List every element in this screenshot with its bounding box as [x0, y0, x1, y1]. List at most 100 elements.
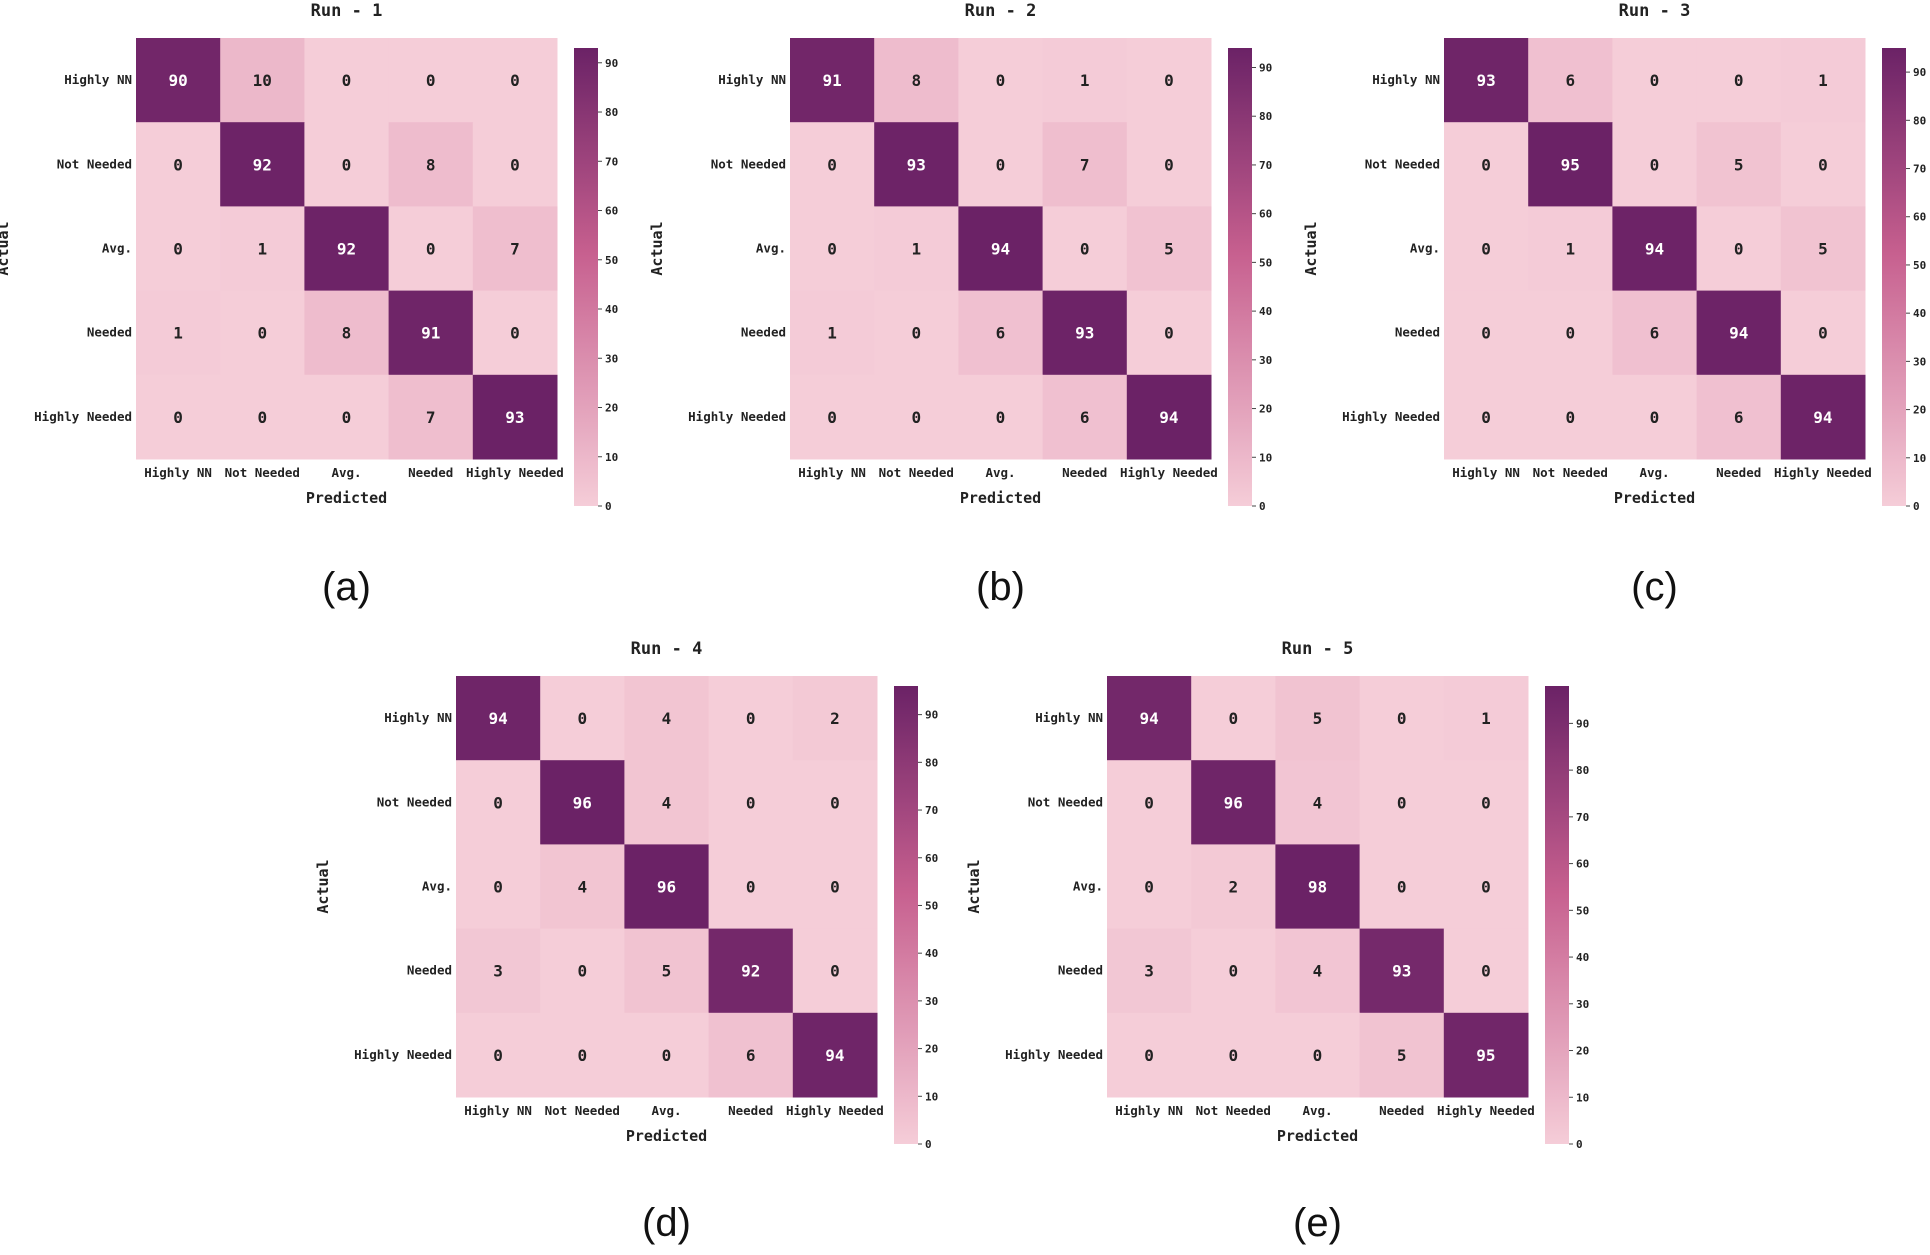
heatmap-cell [958, 206, 1044, 292]
colorbar-tick-label: 60 [605, 205, 618, 218]
cell-value-label: 0 [911, 408, 921, 427]
x-tick-label: Needed [728, 1103, 773, 1118]
x-axis-label: Predicted [306, 489, 387, 507]
cell-value-label: 0 [173, 408, 183, 427]
heatmap-cell [624, 676, 710, 761]
heatmap-cell [220, 206, 305, 292]
heatmap-cell [1359, 676, 1445, 761]
y-tick-label: Highly Needed [34, 409, 132, 424]
colorbar [1228, 48, 1252, 506]
heatmap-cell [1528, 290, 1613, 376]
heatmap-cell [1612, 38, 1698, 123]
cell-value-label: 0 [830, 878, 840, 897]
heatmap-cell [624, 844, 710, 930]
cell-value-label: 0 [510, 71, 520, 90]
cell-value-label: 0 [830, 793, 840, 812]
cell-value-label: 0 [1565, 324, 1575, 343]
heatmap-cell [874, 206, 959, 292]
heatmap-cell [1275, 676, 1361, 761]
heatmap-cell [1696, 374, 1782, 460]
cell-value-label: 0 [1818, 155, 1828, 174]
heatmap-cell [1780, 38, 1866, 123]
heatmap-cell [136, 122, 221, 207]
heatmap-cell [1780, 122, 1866, 207]
heatmap-cell [1696, 122, 1782, 207]
cell-value-label: 93 [1392, 962, 1411, 981]
cell-value-label: 0 [1650, 408, 1660, 427]
heatmap-cell [1612, 290, 1698, 376]
heatmap-cell [1359, 928, 1445, 1014]
heatmap-cell [1443, 676, 1529, 761]
heatmap-cell [1780, 206, 1866, 292]
heatmap-cell [1275, 844, 1361, 930]
cell-value-label: 4 [662, 709, 672, 728]
y-tick-label: Needed [1058, 963, 1103, 978]
cell-value-label: 0 [830, 962, 840, 981]
colorbar-tick-label: 0 [605, 500, 612, 513]
cell-value-label: 0 [1481, 962, 1491, 981]
cell-value-label: 0 [746, 709, 756, 728]
colorbar-tick-label: 70 [1913, 163, 1926, 176]
heatmap-cell [1612, 122, 1698, 207]
x-tick-label: Highly NN [798, 465, 866, 480]
heatmap-cell [1444, 290, 1529, 376]
cell-value-label: 0 [342, 71, 352, 90]
cell-value-label: 95 [1476, 1046, 1495, 1065]
cell-value-label: 1 [827, 324, 837, 343]
heatmap-cell [1444, 206, 1529, 292]
y-tick-label: Highly NN [1372, 72, 1440, 87]
colorbar-tick-label: 10 [1576, 1091, 1589, 1104]
heatmap-cell [388, 374, 474, 460]
heatmap-cell [1528, 206, 1613, 292]
colorbar-tick-label: 0 [1576, 1138, 1583, 1151]
y-tick-label: Avg. [422, 879, 452, 894]
colorbar-tick-label: 40 [1576, 951, 1589, 964]
colorbar-tick-label: 90 [605, 57, 618, 70]
y-tick-label: Not Needed [57, 156, 132, 171]
heatmap-cell [708, 928, 794, 1014]
y-tick-label: Needed [87, 325, 132, 340]
heatmap-cell [136, 206, 221, 292]
cell-value-label: 0 [1144, 878, 1154, 897]
colorbar-tick-label: 10 [1913, 452, 1926, 465]
y-tick-label: Highly Needed [1005, 1047, 1103, 1062]
heatmap-cell [304, 290, 390, 376]
y-tick-label: Avg. [102, 241, 132, 256]
heatmap-cell [708, 760, 794, 845]
cell-value-label: 94 [991, 240, 1010, 259]
colorbar-tick-label: 10 [1259, 451, 1272, 464]
cell-value-label: 8 [426, 155, 436, 174]
cell-value-label: 1 [1565, 240, 1575, 259]
cell-value-label: 0 [1481, 240, 1491, 259]
cell-value-label: 0 [493, 1046, 503, 1065]
y-axis-label: Actual [648, 221, 666, 275]
cell-value-label: 94 [1645, 240, 1664, 259]
cell-value-label: 6 [1650, 324, 1660, 343]
cell-value-label: 0 [426, 71, 436, 90]
x-tick-label: Highly Needed [1774, 465, 1872, 480]
heatmap-cell [1443, 1012, 1529, 1098]
cell-value-label: 90 [168, 71, 187, 90]
cell-value-label: 0 [577, 962, 587, 981]
cell-value-label: 4 [577, 878, 587, 897]
heatmap-cell [1696, 290, 1782, 376]
heatmap-cell [136, 290, 221, 376]
cell-value-label: 1 [1481, 709, 1491, 728]
heatmap-cell [1780, 374, 1866, 460]
x-tick-label: Needed [1716, 465, 1761, 480]
cell-value-label: 93 [1476, 71, 1495, 90]
heatmap-cell [540, 844, 625, 930]
colorbar-tick-label: 90 [1259, 61, 1272, 74]
heatmap-cell [1042, 374, 1128, 460]
heatmap-cell [790, 374, 875, 460]
cell-value-label: 0 [827, 240, 837, 259]
colorbar-tick-label: 70 [925, 804, 938, 817]
x-tick-label: Not Needed [1196, 1103, 1271, 1118]
heatmap-cell [708, 844, 794, 930]
x-tick-label: Needed [1062, 465, 1107, 480]
cell-value-label: 0 [257, 408, 267, 427]
heatmap-cell [220, 38, 305, 123]
y-tick-label: Avg. [1073, 879, 1103, 894]
heatmap-cell [388, 122, 474, 207]
heatmap-cell [1359, 844, 1445, 930]
